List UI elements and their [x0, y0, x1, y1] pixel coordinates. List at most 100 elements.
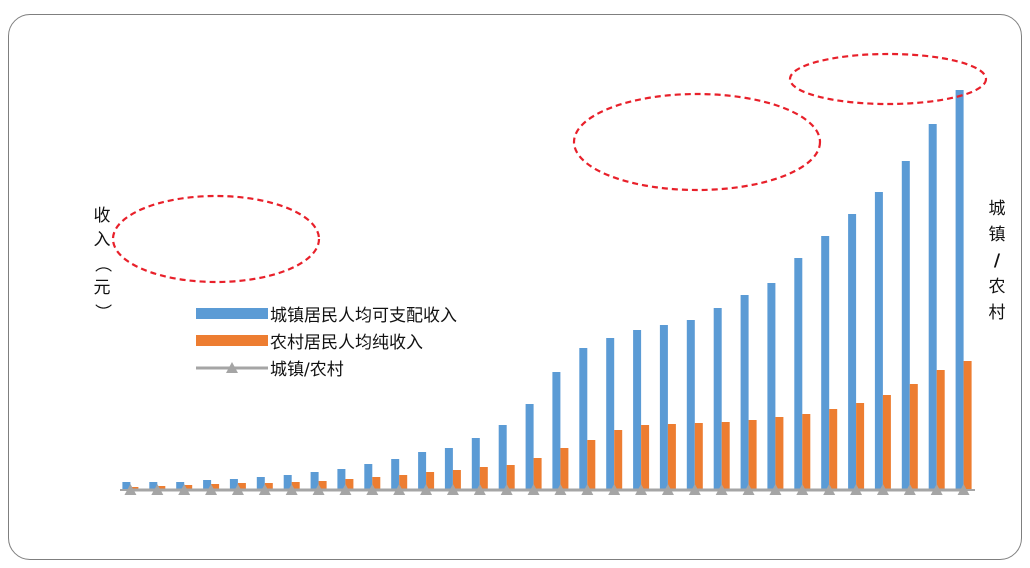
- bar-rural-income: [882, 395, 891, 490]
- legend-swatch-urban: [196, 308, 268, 319]
- bar-urban-income: [283, 475, 292, 490]
- bar-urban-income: [928, 124, 937, 490]
- y-axis-label-right-char: 农: [988, 277, 1006, 297]
- legend-label-urban: 城镇居民人均可支配收入: [270, 306, 457, 326]
- bar-rural-income: [667, 424, 676, 490]
- bar-rural-income: [587, 440, 596, 490]
- bar-rural-income: [184, 485, 193, 490]
- bar-rural-income: [264, 483, 273, 490]
- bar-rural-income: [237, 483, 246, 490]
- bar-urban-income: [713, 308, 722, 490]
- y-axis-label-left-char: ）: [92, 303, 112, 321]
- bar-urban-income: [203, 480, 212, 490]
- ratio-line-layer: [124, 484, 970, 495]
- y-axis-label-right: 城 镇 / 农 村: [985, 196, 1009, 326]
- y-axis-label-left: 收 入 （ 元 ）: [90, 204, 114, 324]
- y-axis-label-left-char: 元: [93, 278, 111, 298]
- bar-rural-income: [452, 470, 461, 490]
- ratio-point-marker: [850, 484, 863, 495]
- bar-urban-income: [794, 258, 803, 490]
- bar-urban-income: [149, 482, 158, 490]
- bar-urban-income: [256, 477, 265, 490]
- ratio-point-marker: [205, 484, 218, 495]
- bar-rural-income: [641, 425, 650, 490]
- ratio-point-marker: [742, 484, 755, 495]
- bar-rural-income: [157, 486, 166, 490]
- ratio-point-marker: [151, 484, 164, 495]
- bar-urban-income: [498, 425, 507, 490]
- bar-urban-income: [364, 464, 373, 490]
- bar-urban-income: [525, 404, 534, 490]
- ratio-point-marker: [473, 484, 486, 495]
- y-axis-label-left-char: 入: [93, 230, 111, 250]
- ratio-point-marker: [420, 484, 433, 495]
- bar-rural-income: [560, 448, 569, 490]
- bar-rural-income: [694, 423, 703, 490]
- ratio-point-marker: [500, 484, 513, 495]
- legend-line-ratio-icon: [196, 361, 268, 373]
- ratio-point-marker: [769, 484, 782, 495]
- bar-urban-income: [659, 325, 668, 490]
- bar-urban-income: [391, 459, 400, 490]
- ratio-point-marker: [258, 484, 271, 495]
- bar-rural-income: [829, 409, 838, 490]
- annotation-ellipse-left: [111, 194, 321, 284]
- chart-legend: 城镇居民人均可支配收入 农村居民人均纯收入 城镇/农村: [196, 300, 457, 381]
- y-axis-label-left-char: 收: [93, 206, 111, 226]
- bar-urban-income: [821, 236, 830, 490]
- ratio-point-marker: [608, 484, 621, 495]
- legend-item-rural: 农村居民人均纯收入: [196, 327, 457, 354]
- ratio-point-marker: [661, 484, 674, 495]
- bar-urban-income: [471, 438, 480, 490]
- legend-swatch-rural: [196, 335, 268, 346]
- bar-rural-income: [721, 422, 730, 490]
- y-axis-label-right-char: 城: [988, 199, 1006, 219]
- ratio-point-marker: [178, 484, 191, 495]
- y-axis-label-right-char: /: [993, 251, 1001, 271]
- ratio-point-marker: [715, 484, 728, 495]
- ratio-point-marker: [635, 484, 648, 495]
- ratio-point-marker: [796, 484, 809, 495]
- ratio-point-marker: [688, 484, 701, 495]
- bar-urban-income: [418, 452, 427, 490]
- bar-urban-income: [955, 90, 964, 490]
- ratio-point-marker: [957, 484, 970, 495]
- y-axis-label-left-char: （: [92, 255, 112, 273]
- annotation-ellipse-middle: [572, 92, 822, 192]
- bar-urban-income: [848, 214, 857, 490]
- ratio-point-marker: [231, 484, 244, 495]
- bar-rural-income: [399, 475, 408, 490]
- bar-rural-income: [291, 482, 300, 490]
- ratio-point-marker: [366, 484, 379, 495]
- y-axis-label-right-char: 村: [988, 303, 1006, 323]
- bar-urban-income: [337, 469, 346, 490]
- bar-urban-income: [740, 295, 749, 490]
- bar-urban-income: [767, 283, 776, 490]
- bar-rural-income: [936, 370, 945, 490]
- slide-frame: [8, 14, 1022, 560]
- bar-urban-income: [901, 161, 910, 490]
- bar-urban-income: [444, 448, 453, 490]
- bar-urban-income: [633, 330, 642, 490]
- bar-rural-income: [506, 465, 515, 490]
- bar-urban-income: [176, 482, 185, 490]
- bar-urban-income: [874, 192, 883, 490]
- bar-rural-income: [211, 484, 220, 490]
- ratio-point-marker: [312, 484, 325, 495]
- bar-rural-income: [748, 420, 757, 490]
- ratio-point-marker: [930, 484, 943, 495]
- ratio-point-marker: [554, 484, 567, 495]
- bar-rural-income: [479, 467, 488, 490]
- legend-label-ratio: 城镇/农村: [270, 360, 344, 380]
- bar-rural-income: [775, 417, 784, 490]
- bar-rural-income: [345, 479, 354, 490]
- bar-urban-income: [579, 348, 588, 490]
- legend-label-rural: 农村居民人均纯收入: [270, 333, 423, 353]
- bar-urban-income: [310, 472, 319, 490]
- bar-rural-income: [802, 414, 811, 490]
- bar-urban-income: [606, 338, 615, 490]
- ratio-point-marker: [903, 484, 916, 495]
- bar-urban-income: [552, 372, 561, 490]
- ratio-point-marker: [527, 484, 540, 495]
- bar-rural-income: [963, 361, 972, 490]
